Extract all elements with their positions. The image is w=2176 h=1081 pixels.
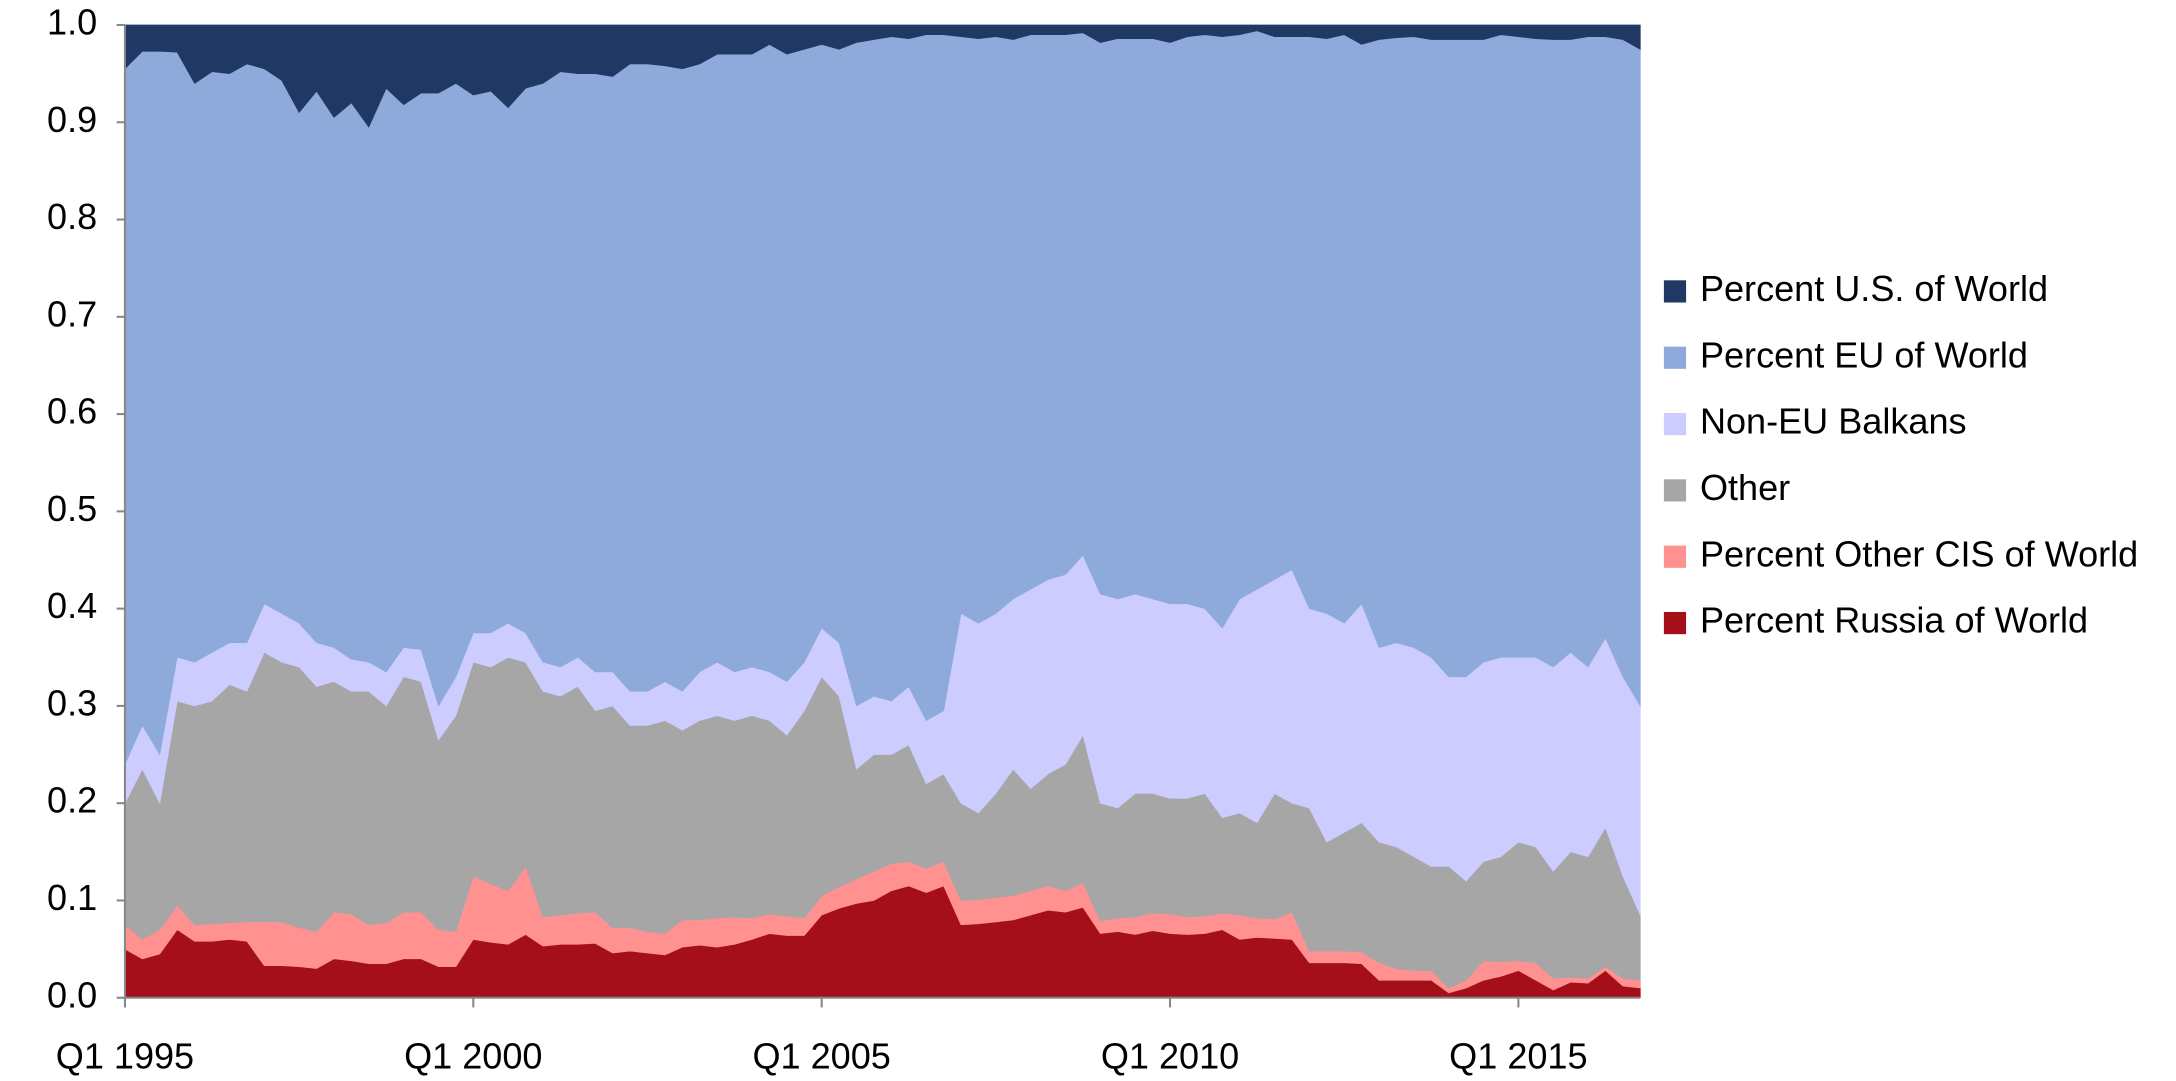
x-tick-label: Q1 2015 [1449,1035,1587,1076]
y-tick-label: 0.0 [47,974,97,1015]
legend-swatch [1663,412,1687,436]
x-tick-label: Q1 2010 [1101,1035,1239,1076]
area [124,24,1641,128]
y-tick-label: 0.4 [47,585,97,626]
y-tick-label: 0.3 [47,682,97,723]
y-tick-label: 0.9 [47,99,97,140]
y-tick-label: 0.5 [47,488,97,529]
x-tick-label: Q1 2000 [404,1035,542,1076]
legend-label: Non-EU Balkans [1700,401,1967,442]
legend-label: Percent Other CIS of World [1700,533,2138,574]
y-tick-label: 0.8 [47,196,97,237]
legend-label: Percent U.S. of World [1700,268,2048,309]
legend-swatch [1663,346,1687,369]
y-tick-label: 0.2 [47,780,97,821]
y-tick-label: 0.7 [47,293,97,334]
legend-label: Other [1700,467,1790,508]
legend-swatch [1663,479,1687,502]
y-tick-label: 1.0 [47,2,97,43]
legend-swatch [1663,545,1687,568]
y-tick-label: 0.6 [47,391,97,432]
x-tick-label: Q1 2005 [752,1035,890,1076]
x-tick-label: Q1 1995 [56,1035,194,1076]
plot-area [124,24,1641,999]
y-tick-label: 0.1 [47,877,97,918]
legend-label: Percent EU of World [1700,334,2028,375]
legend-label: Percent Russia of World [1700,600,2088,641]
legend-swatch [1663,280,1687,303]
legend-swatch [1663,611,1687,635]
